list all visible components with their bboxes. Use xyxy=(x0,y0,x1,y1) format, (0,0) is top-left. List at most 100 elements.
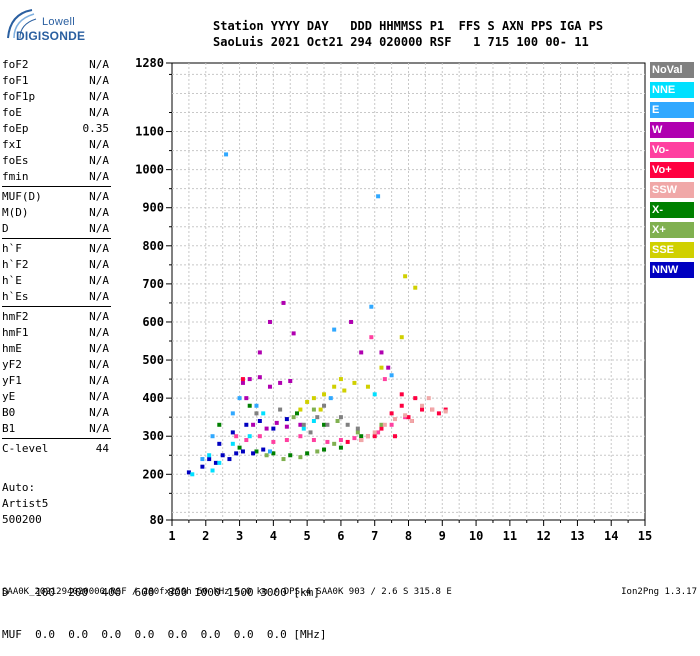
parameter-label: h`Es xyxy=(2,290,29,303)
legend-item: W xyxy=(650,122,694,138)
data-point xyxy=(227,457,232,462)
legend-item: X- xyxy=(650,202,694,218)
parameter-label: M(D) xyxy=(2,206,29,219)
parameter-label: yE xyxy=(2,390,16,403)
x-tick-label: 2 xyxy=(202,529,209,543)
data-point xyxy=(376,430,381,435)
data-point xyxy=(399,335,404,340)
parameter-label: foEs xyxy=(2,154,29,167)
data-point xyxy=(237,445,242,450)
data-point xyxy=(281,300,286,305)
parameter-row: foEs N/A xyxy=(2,153,112,169)
data-point xyxy=(220,453,225,458)
parameter-row: h`F N/A xyxy=(2,241,112,257)
data-point xyxy=(430,407,435,412)
data-point xyxy=(399,403,404,408)
data-point xyxy=(301,422,306,427)
data-point xyxy=(420,403,425,408)
data-point xyxy=(298,407,303,412)
data-point xyxy=(338,438,343,443)
y-tick-label: 1280 xyxy=(135,56,164,70)
data-point xyxy=(389,411,394,416)
data-point xyxy=(389,373,394,378)
x-tick-label: 1 xyxy=(168,529,175,543)
parameter-label: foF1 xyxy=(2,74,29,87)
data-point xyxy=(251,451,256,456)
data-point xyxy=(372,434,377,439)
data-point xyxy=(291,331,296,336)
data-point xyxy=(288,378,293,383)
data-point xyxy=(230,411,235,416)
parameter-label: foF2 xyxy=(2,58,29,71)
autoscaling-line: Auto: xyxy=(2,481,36,494)
data-point xyxy=(311,418,316,423)
parameter-label: foE xyxy=(2,106,22,119)
parameter-value: N/A xyxy=(89,342,109,355)
data-point xyxy=(369,335,374,340)
data-point xyxy=(264,453,269,458)
parameter-row: foF1 N/A xyxy=(2,73,112,89)
parameter-value: N/A xyxy=(89,74,109,87)
legend-item: X+ xyxy=(650,222,694,238)
x-tick-label: 5 xyxy=(304,529,311,543)
data-point xyxy=(392,417,397,422)
data-point xyxy=(332,441,337,446)
distance-row: D 100 200 400 600 800 1000 1500 3000 [km… xyxy=(2,586,320,599)
data-point xyxy=(338,445,343,450)
data-point xyxy=(274,420,279,425)
data-point xyxy=(338,377,343,382)
data-point xyxy=(261,411,266,416)
data-point xyxy=(257,375,262,380)
data-point xyxy=(261,447,266,452)
data-point xyxy=(352,436,357,441)
data-point xyxy=(436,411,441,416)
parameter-row: C-level 44 xyxy=(2,441,112,457)
parameter-row: yF1 N/A xyxy=(2,373,112,389)
data-point xyxy=(365,384,370,389)
data-point xyxy=(247,377,252,382)
data-point xyxy=(230,430,235,435)
x-tick-label: 12 xyxy=(536,529,550,543)
data-point xyxy=(315,449,320,454)
data-point xyxy=(271,451,276,456)
y-tick-label: 900 xyxy=(142,201,164,215)
parameter-row: foEp 0.35 xyxy=(2,121,112,137)
parameter-value: N/A xyxy=(89,58,109,71)
data-point xyxy=(200,464,205,469)
data-point xyxy=(288,453,293,458)
parameter-row: hmE N/A xyxy=(2,341,112,357)
legend-item: Vo+ xyxy=(650,162,694,178)
parameter-row: h`F2 N/A xyxy=(2,257,112,273)
data-point xyxy=(413,396,418,401)
data-point xyxy=(406,415,411,420)
software-version: Ion2Png 1.3.17 xyxy=(621,587,697,597)
data-point xyxy=(322,392,327,397)
data-point xyxy=(267,384,272,389)
parameter-label: foF1p xyxy=(2,90,36,103)
x-tick-label: 10 xyxy=(469,529,483,543)
data-point xyxy=(278,407,283,412)
y-tick-label: 600 xyxy=(142,315,164,329)
data-point xyxy=(328,396,333,401)
data-point xyxy=(345,422,350,427)
parameter-value: N/A xyxy=(89,274,109,287)
data-point xyxy=(379,426,384,431)
x-tick-label: 9 xyxy=(439,529,446,543)
parameter-value: N/A xyxy=(89,258,109,271)
data-point xyxy=(267,319,272,324)
data-point xyxy=(247,434,252,439)
data-point xyxy=(332,327,337,332)
autoscaling-line: 500200 xyxy=(2,513,42,526)
data-point xyxy=(264,426,269,431)
data-point xyxy=(311,407,316,412)
x-tick-label: 13 xyxy=(570,529,584,543)
data-point xyxy=(403,274,408,279)
parameter-row: yE N/A xyxy=(2,389,112,405)
data-point xyxy=(186,470,191,475)
legend-item: NNW xyxy=(650,262,694,278)
parameter-row: fmin N/A xyxy=(2,169,112,185)
parameter-label: hmF2 xyxy=(2,310,29,323)
data-point xyxy=(267,449,272,454)
y-tick-label: 500 xyxy=(142,353,164,367)
data-point xyxy=(230,441,235,446)
